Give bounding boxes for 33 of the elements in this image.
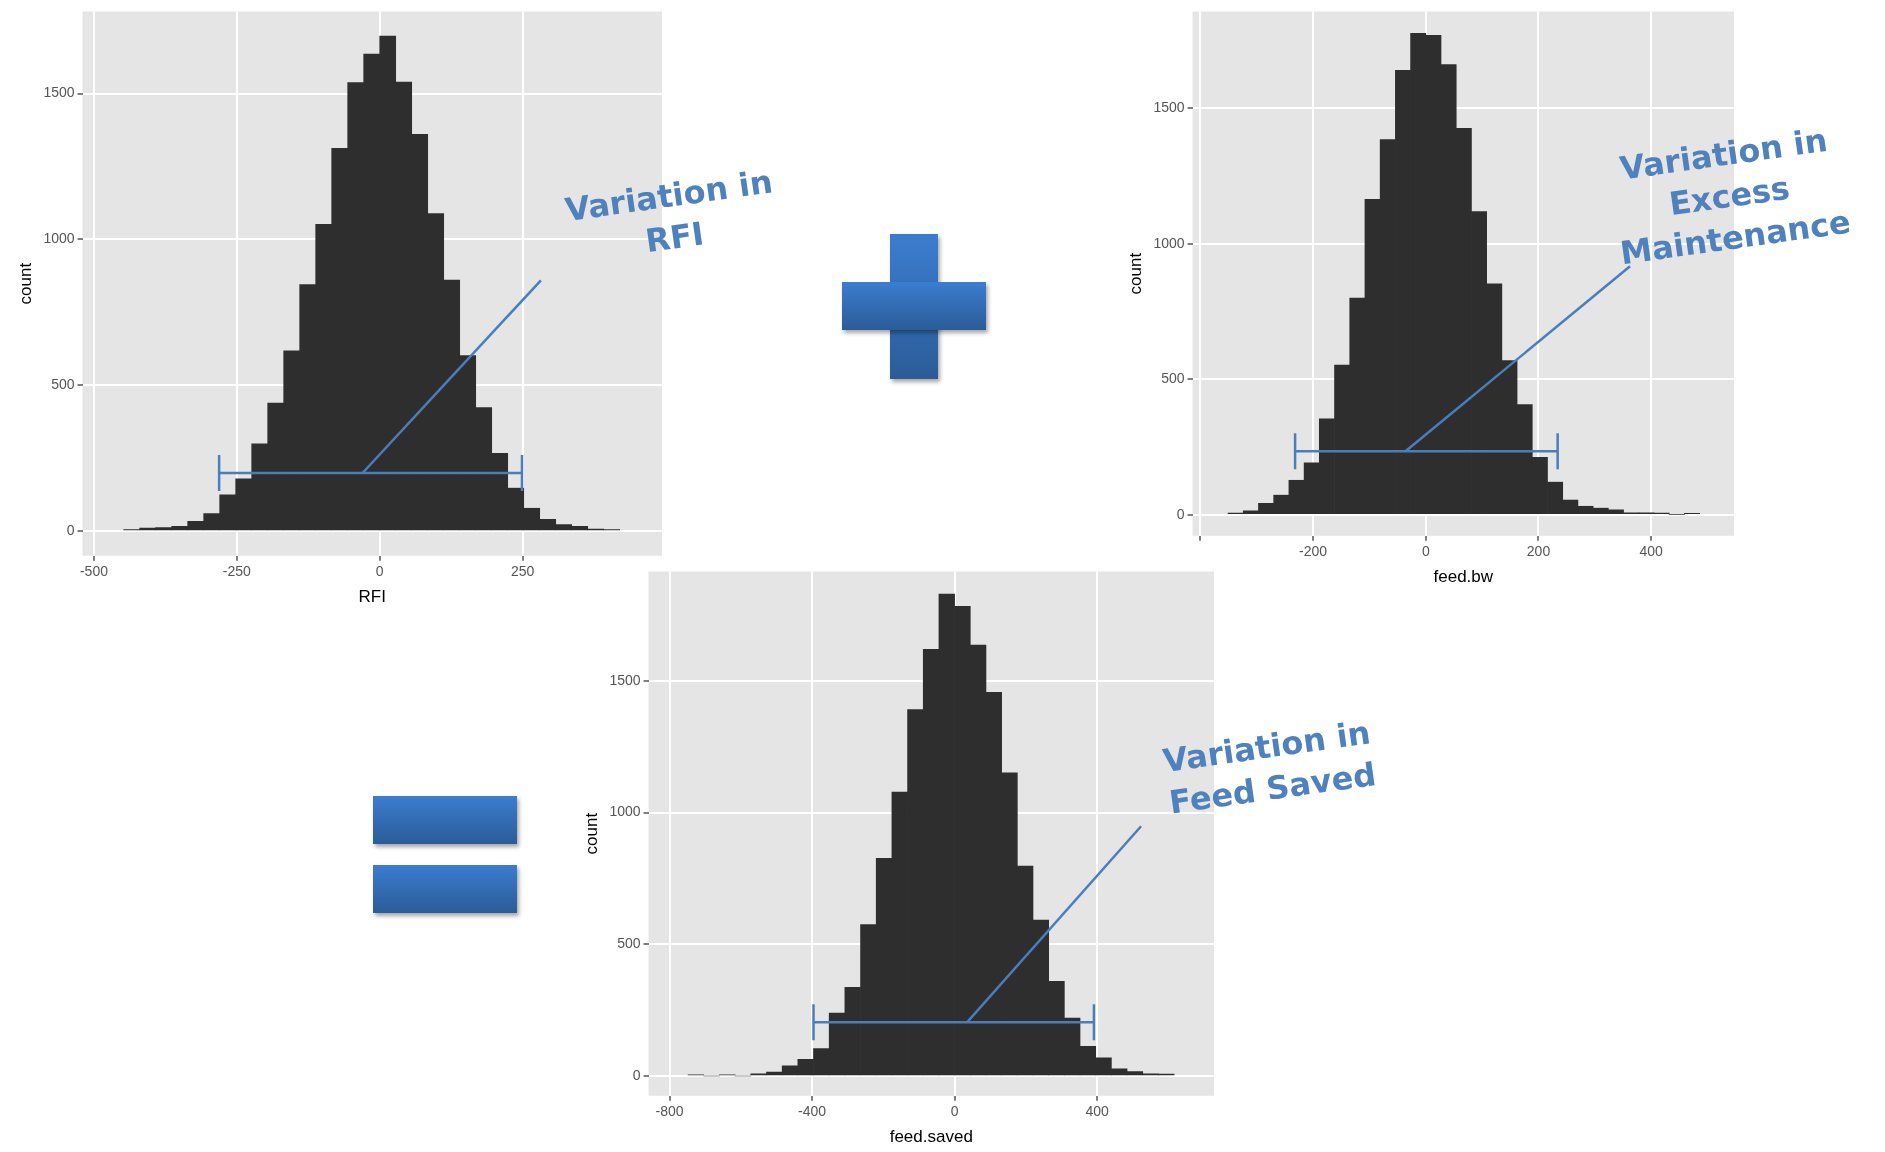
x-axis-title: feed.bw	[1433, 567, 1494, 587]
x-axis-title: RFI	[358, 587, 386, 607]
x-tick-label: -500	[79, 563, 109, 580]
annotation: Variation in Feed Saved	[1159, 712, 1379, 825]
x-tick-label: 400	[1639, 543, 1664, 560]
annotation: Variation in Excess Maintenance	[1616, 119, 1855, 275]
y-tick-label: 1500	[609, 671, 641, 688]
x-tick-label: -400	[798, 1103, 827, 1120]
y-tick-label: 1000	[43, 230, 75, 247]
y-axis-title: count	[1125, 252, 1145, 295]
y-tick-label: 0	[632, 1066, 641, 1083]
y-tick-label: 500	[51, 376, 75, 393]
x-tick-label: 250	[510, 563, 535, 580]
annotation: Variation in RFI	[561, 161, 776, 263]
y-axis-title: count	[581, 812, 601, 855]
x-tick-label: 400	[1085, 1103, 1110, 1120]
y-tick-label: 1000	[1153, 234, 1185, 251]
x-tick-label: -800	[655, 1103, 684, 1120]
y-tick-label: 1500	[43, 84, 75, 101]
x-tick-label: -250	[222, 563, 252, 580]
y-tick-label: 500	[617, 935, 641, 952]
y-tick-label: 0	[66, 521, 75, 538]
y-tick-label: 500	[1161, 370, 1185, 387]
x-tick-label: 0	[375, 563, 384, 580]
x-tick-label: 0	[1421, 543, 1430, 560]
x-tick-label: 0	[950, 1103, 959, 1120]
y-tick-label: 1000	[609, 803, 641, 820]
x-tick-label: -200	[1299, 543, 1328, 560]
y-axis-title: count	[15, 262, 35, 305]
y-tick-label: 1500	[1153, 99, 1185, 116]
x-axis-title: feed.saved	[889, 1127, 973, 1147]
x-tick-label: 200	[1526, 543, 1551, 560]
y-tick-label: 0	[1176, 505, 1185, 522]
